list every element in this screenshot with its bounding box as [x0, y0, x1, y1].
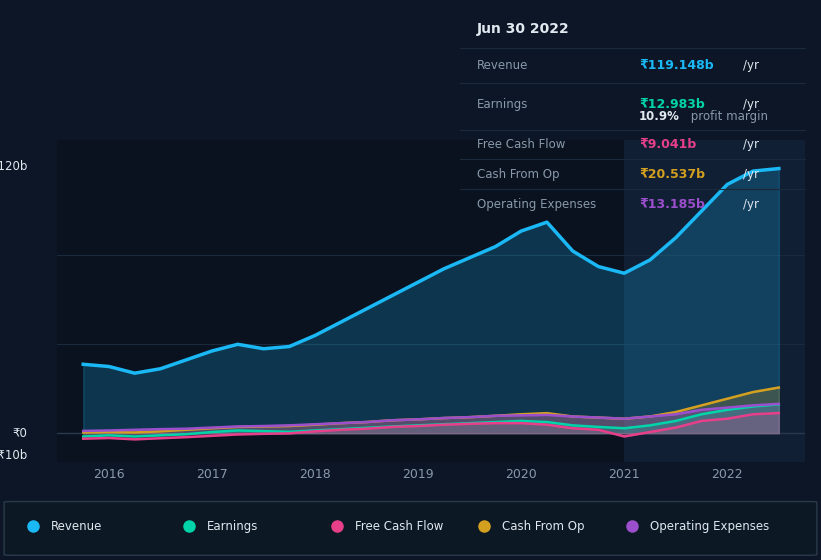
- Text: Operating Expenses: Operating Expenses: [650, 520, 769, 533]
- Text: /yr: /yr: [742, 59, 759, 72]
- Text: /yr: /yr: [742, 97, 759, 111]
- Text: ₹0: ₹0: [12, 427, 28, 440]
- Text: Operating Expenses: Operating Expenses: [477, 198, 596, 211]
- Text: Free Cash Flow: Free Cash Flow: [355, 520, 443, 533]
- Text: ₹13.185b: ₹13.185b: [639, 198, 705, 211]
- Text: Jun 30 2022: Jun 30 2022: [477, 22, 570, 36]
- Text: profit margin: profit margin: [687, 110, 768, 123]
- Text: Revenue: Revenue: [51, 520, 103, 533]
- Text: Cash From Op: Cash From Op: [502, 520, 585, 533]
- Bar: [624, 140, 805, 462]
- Text: ₹12.983b: ₹12.983b: [639, 97, 704, 111]
- Text: Revenue: Revenue: [477, 59, 529, 72]
- Text: /yr: /yr: [742, 167, 759, 180]
- Text: Earnings: Earnings: [207, 520, 259, 533]
- Text: Cash From Op: Cash From Op: [477, 167, 559, 180]
- Text: Free Cash Flow: Free Cash Flow: [477, 138, 566, 151]
- Text: ₹120b: ₹120b: [0, 160, 28, 173]
- Text: Earnings: Earnings: [477, 97, 529, 111]
- FancyBboxPatch shape: [4, 502, 817, 556]
- Text: /yr: /yr: [742, 138, 759, 151]
- Text: /yr: /yr: [742, 198, 759, 211]
- Text: ₹119.148b: ₹119.148b: [639, 59, 713, 72]
- Text: -₹10b: -₹10b: [0, 449, 28, 462]
- Text: ₹20.537b: ₹20.537b: [639, 167, 705, 180]
- Text: 10.9%: 10.9%: [639, 110, 680, 123]
- Text: ₹9.041b: ₹9.041b: [639, 138, 696, 151]
